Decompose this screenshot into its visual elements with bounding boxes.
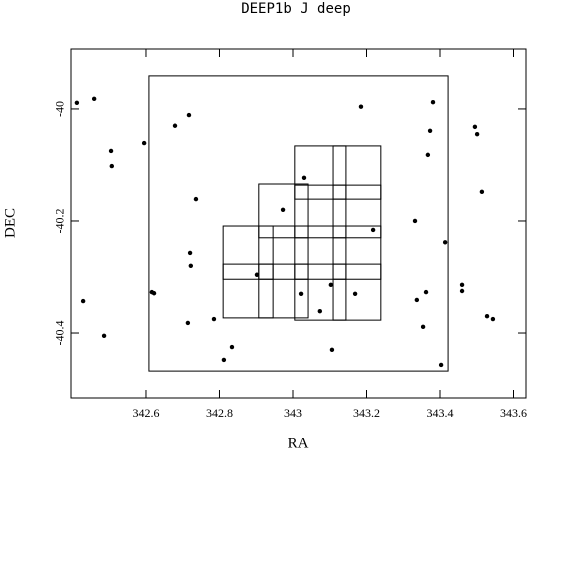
y-axis-label: DEC — [2, 208, 18, 238]
point — [317, 308, 323, 314]
y-tick-label: -40.2 — [53, 208, 67, 233]
field-box — [332, 145, 382, 200]
point — [423, 289, 429, 295]
point — [101, 333, 107, 339]
field-box — [294, 145, 347, 200]
x-tick-label: 342.8 — [206, 406, 233, 420]
point — [91, 96, 97, 102]
point — [412, 218, 418, 224]
point — [442, 240, 448, 245]
field-box — [294, 225, 347, 280]
point — [459, 282, 465, 288]
point — [211, 316, 217, 322]
point — [221, 357, 227, 363]
point — [425, 152, 431, 158]
field-box — [294, 263, 347, 321]
point — [254, 272, 260, 277]
point — [80, 298, 86, 304]
point — [229, 344, 235, 350]
x-tick-label: 343.4 — [426, 406, 453, 420]
point — [438, 362, 444, 368]
point — [185, 320, 191, 326]
field-box — [332, 184, 382, 239]
field-box — [258, 225, 309, 280]
point — [188, 263, 194, 268]
y-tick-label: -40.4 — [53, 321, 67, 346]
x-tick-label: 343 — [284, 406, 302, 420]
field-box — [332, 225, 382, 280]
chart-title: DEEP1b J deep — [241, 1, 351, 17]
x-tick-label: 343.6 — [500, 406, 527, 420]
point — [151, 291, 157, 296]
y-tick-label: -40 — [53, 101, 67, 117]
point — [474, 131, 480, 137]
plot-frame — [70, 48, 527, 399]
point — [187, 250, 193, 256]
field-box — [148, 75, 449, 372]
field-box — [294, 184, 347, 239]
point — [298, 291, 304, 297]
point — [484, 314, 490, 319]
point — [358, 104, 364, 109]
x-axis-label: RA — [288, 435, 309, 451]
point — [490, 316, 496, 322]
point — [352, 291, 358, 297]
point — [459, 288, 465, 294]
point — [472, 124, 478, 130]
point — [74, 100, 80, 105]
point — [186, 112, 192, 118]
point — [329, 347, 335, 353]
field-box — [258, 263, 309, 319]
point — [301, 175, 307, 181]
point — [193, 196, 199, 202]
point — [430, 100, 436, 105]
point — [108, 148, 114, 154]
point — [172, 123, 178, 128]
x-tick-label: 343.2 — [353, 406, 380, 420]
field-box — [332, 263, 382, 321]
field-box — [258, 183, 309, 239]
field-box — [222, 263, 274, 319]
point — [141, 140, 147, 146]
point — [427, 128, 433, 133]
point — [280, 207, 286, 212]
point — [414, 297, 420, 303]
point — [328, 282, 334, 288]
point — [370, 227, 376, 233]
point — [420, 324, 426, 330]
field-box — [222, 225, 274, 280]
point — [109, 163, 114, 169]
x-tick-label: 342.6 — [132, 406, 159, 420]
point — [479, 189, 485, 195]
